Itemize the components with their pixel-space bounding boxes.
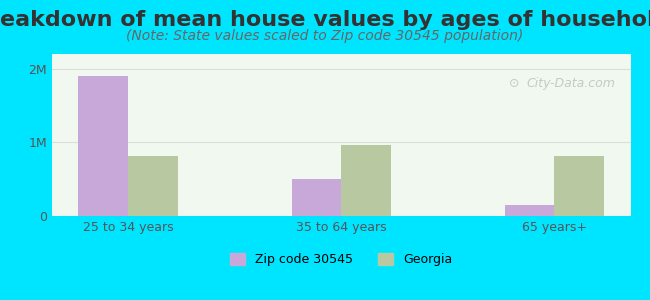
Bar [504,205,554,216]
Bar [291,179,341,216]
Text: City-Data.com: City-Data.com [526,77,616,90]
Legend: Zip code 30545, Georgia: Zip code 30545, Georgia [225,248,458,271]
Bar [341,145,391,216]
Bar [128,156,178,216]
Bar [554,156,604,216]
Text: (Note: State values scaled to Zip code 30545 population): (Note: State values scaled to Zip code 3… [126,29,524,43]
Bar [78,76,128,216]
Title: Breakdown of mean house values by ages of householders: Breakdown of mean house values by ages o… [0,10,650,30]
Text: ⊙: ⊙ [509,77,519,90]
